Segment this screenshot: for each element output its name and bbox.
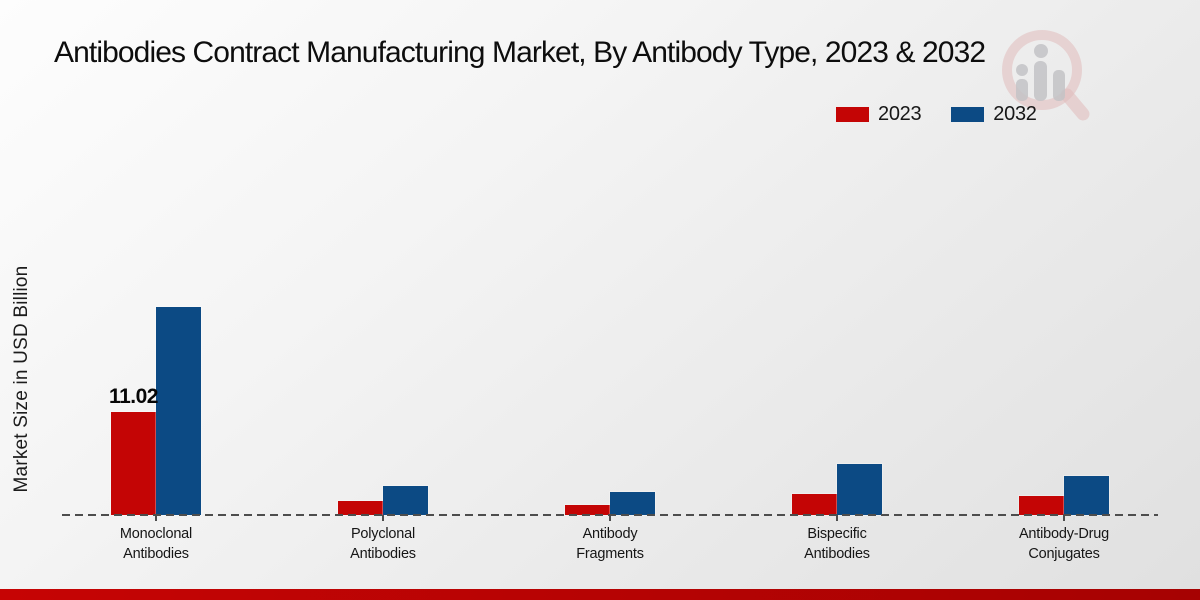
magnifier-bar-chart-logo-watermark	[1002, 30, 1090, 121]
bar-2032-3	[837, 464, 882, 515]
x-axis-tick	[1063, 515, 1065, 521]
legend: 2023 2032	[836, 103, 1037, 126]
category-label-4: Antibody-Drug Conjugates	[1018, 526, 1110, 563]
chart-title: Antibodies Contract Manufacturing Market…	[54, 36, 986, 69]
category-label-0: Monoclonal Antibodies	[119, 526, 193, 563]
legend-item-2023: 2023	[836, 103, 922, 126]
legend-swatch-2032-icon	[951, 107, 985, 122]
x-axis-tick	[836, 515, 838, 521]
legend-item-2032: 2032	[951, 103, 1037, 126]
category-label-3: Bispecific Antibodies	[804, 526, 870, 563]
footer-accent-strip	[0, 589, 1200, 600]
bar-2032-2	[610, 492, 655, 515]
legend-label-2032: 2032	[993, 103, 1037, 125]
x-axis-tick	[609, 515, 611, 521]
bar-2023-3	[792, 494, 837, 515]
bar-value-label: 11.02	[109, 385, 158, 408]
bar-2032-4	[1064, 476, 1109, 515]
legend-label-2023: 2023	[878, 103, 922, 125]
category-label-2: Antibody Fragments	[576, 526, 644, 563]
bar-2023-0	[111, 412, 156, 515]
x-axis-tick	[155, 515, 157, 521]
x-axis-tick	[382, 515, 384, 521]
bar-2032-0	[156, 307, 201, 515]
legend-swatch-2023-icon	[836, 107, 869, 122]
bar-2023-2	[565, 505, 610, 515]
bar-2023-4	[1019, 496, 1064, 515]
category-label-1: Polyclonal Antibodies	[350, 526, 416, 563]
bar-2023-1	[338, 501, 383, 515]
bar-2032-1	[383, 486, 428, 515]
